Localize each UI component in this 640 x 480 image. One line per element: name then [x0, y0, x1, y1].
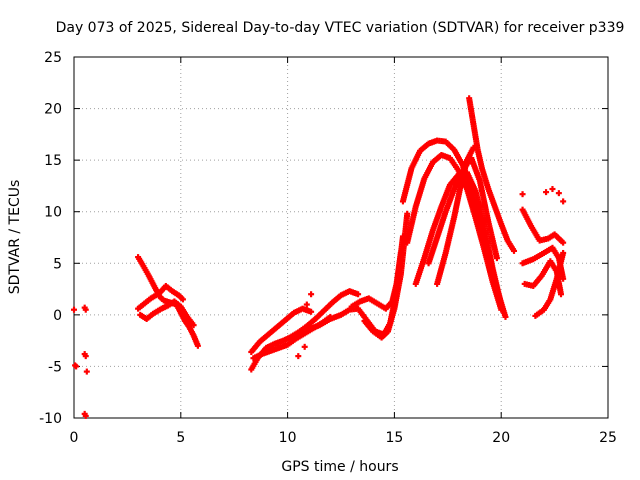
- data-point: [498, 301, 505, 308]
- data-point: [493, 255, 500, 262]
- y-axis-label: SDTVAR / TECUs: [7, 180, 23, 295]
- chart-title: Day 073 of 2025, Sidereal Day-to-day VTE…: [56, 20, 625, 36]
- data-point: [308, 308, 315, 315]
- data-series: [519, 186, 567, 205]
- data-point: [560, 198, 567, 205]
- x-tick-label: 25: [599, 430, 617, 446]
- data-points: [71, 95, 567, 419]
- data-series: [466, 95, 518, 254]
- data-point: [560, 249, 567, 256]
- x-tick-label: 20: [492, 430, 510, 446]
- data-series: [519, 206, 567, 246]
- data-point: [511, 247, 518, 254]
- y-tick-label: -5: [48, 359, 62, 375]
- x-tick-label: 15: [385, 430, 403, 446]
- y-tick-label: 25: [44, 50, 62, 66]
- data-point: [190, 322, 197, 329]
- data-point: [470, 144, 477, 151]
- data-point: [71, 306, 77, 313]
- data-series: [434, 144, 477, 287]
- y-tick-label: 10: [44, 205, 62, 221]
- data-point: [179, 296, 186, 303]
- data-series: [532, 249, 567, 319]
- data-series: [71, 304, 90, 419]
- data-series: [248, 288, 362, 373]
- data-point: [355, 291, 362, 298]
- data-series: [248, 305, 315, 355]
- data-series: [137, 298, 197, 329]
- data-point: [73, 363, 80, 370]
- x-tick-label: 0: [70, 430, 79, 446]
- data-point: [82, 353, 89, 360]
- data-series: [404, 151, 505, 313]
- data-point: [560, 239, 567, 246]
- grid-lines: [74, 57, 608, 418]
- data-point: [194, 342, 201, 349]
- y-tick-label: 20: [44, 102, 62, 118]
- axis-ticks: 0 5 10 15 20 25 -10 -5 0 5 10 15 20 25: [39, 50, 617, 446]
- data-series: [412, 169, 505, 308]
- data-point: [82, 306, 89, 313]
- data-series: [361, 210, 411, 341]
- data-point: [558, 291, 565, 298]
- data-point: [543, 189, 550, 196]
- data-point: [519, 191, 526, 198]
- data-point: [502, 313, 509, 320]
- y-tick-label: -10: [39, 411, 62, 427]
- data-point: [308, 291, 315, 298]
- x-tick-label: 10: [279, 430, 297, 446]
- y-tick-label: 5: [53, 256, 62, 272]
- data-point: [498, 306, 505, 313]
- data-point: [82, 412, 89, 419]
- data-point: [301, 343, 308, 350]
- data-point: [303, 301, 310, 308]
- data-point: [83, 368, 90, 375]
- data-series: [135, 282, 186, 312]
- data-point: [555, 190, 562, 197]
- y-tick-label: 0: [53, 308, 62, 324]
- data-point: [295, 353, 302, 360]
- x-tick-label: 5: [176, 430, 185, 446]
- data-point: [549, 186, 556, 193]
- y-tick-label: 15: [44, 153, 62, 169]
- x-axis-label: GPS time / hours: [281, 459, 398, 475]
- data-series: [295, 291, 315, 360]
- plot-frame: [73, 56, 609, 419]
- data-point: [404, 210, 411, 217]
